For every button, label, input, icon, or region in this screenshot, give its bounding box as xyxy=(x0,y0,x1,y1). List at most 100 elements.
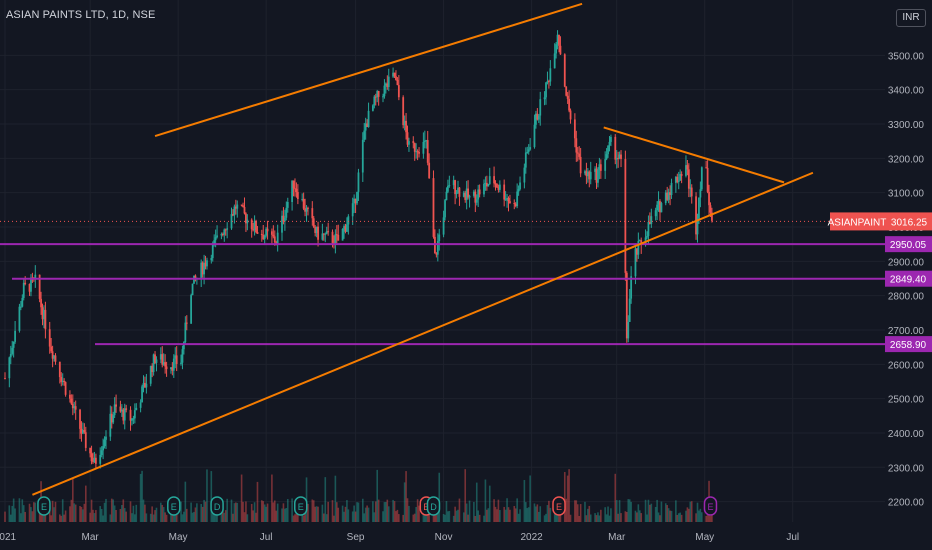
volume-bar xyxy=(31,511,34,522)
volume-bar xyxy=(396,509,399,522)
volume-bars xyxy=(4,469,713,522)
volume-bar xyxy=(646,514,648,522)
time-axis[interactable]: 2021 Mar May Jul Sep Nov 2022 Mar May Jul xyxy=(0,532,799,543)
candle-body xyxy=(630,276,633,299)
volume-bar xyxy=(415,507,417,522)
candle-body xyxy=(605,154,608,160)
trend-lines[interactable] xyxy=(32,2,814,496)
volume-bar xyxy=(134,514,136,522)
volume-bar xyxy=(558,511,560,522)
volume-bar xyxy=(50,515,52,522)
volume-bar xyxy=(286,499,289,522)
volume-bar xyxy=(284,508,286,522)
volume-bar xyxy=(93,513,96,522)
candle-body xyxy=(246,219,249,224)
volume-bar xyxy=(537,511,540,522)
volume-bar xyxy=(331,500,334,522)
candle-body xyxy=(123,408,126,421)
volume-bar xyxy=(154,510,156,522)
candle-body xyxy=(256,232,259,234)
volume-bar xyxy=(242,501,244,522)
volume-bar xyxy=(346,500,348,522)
candle-body xyxy=(488,176,491,184)
volume-bar xyxy=(422,514,425,522)
volume-bar xyxy=(539,506,542,522)
volume-bar xyxy=(624,511,627,522)
volume-bar xyxy=(488,485,491,522)
volume-bar xyxy=(141,470,143,522)
volume-bar xyxy=(315,506,318,522)
candle-body xyxy=(579,156,582,174)
candle-body xyxy=(89,447,92,454)
candle-body xyxy=(607,145,609,155)
candle-body xyxy=(135,407,138,411)
volume-bar xyxy=(584,501,586,522)
volume-bar xyxy=(620,513,622,522)
horizontal-levels[interactable]: 2950.05 2849.40 2658.90 xyxy=(0,220,932,353)
volume-bar xyxy=(292,515,295,522)
y-tick-label: 3400.00 xyxy=(888,86,925,97)
candle-body xyxy=(705,167,708,169)
x-tick-label: Jul xyxy=(260,532,273,543)
volume-bar xyxy=(578,515,580,522)
volume-bar xyxy=(607,506,609,522)
candle-body xyxy=(252,229,255,231)
volume-bar xyxy=(549,507,552,522)
volume-bar xyxy=(70,499,73,522)
volume-bar xyxy=(122,499,125,522)
candle-body xyxy=(119,406,122,412)
candle-body xyxy=(295,188,298,193)
candle-body xyxy=(99,454,102,464)
event-marker-icon xyxy=(210,496,224,516)
candle-body xyxy=(175,355,178,364)
candle-body xyxy=(664,192,667,204)
candle-body xyxy=(214,237,217,241)
volume-bar xyxy=(468,500,471,522)
volume-bar xyxy=(462,512,465,522)
candle-body xyxy=(307,207,309,209)
candle-body xyxy=(568,98,570,111)
candle-body xyxy=(594,168,596,172)
volume-bar xyxy=(546,505,549,522)
candle-body xyxy=(472,191,475,196)
candle-body xyxy=(144,382,146,388)
candle-body xyxy=(618,154,621,159)
volume-bar xyxy=(132,505,135,522)
currency-button[interactable]: INR xyxy=(896,9,926,27)
candle-body xyxy=(281,215,283,233)
volume-bar xyxy=(341,505,344,522)
candle-body xyxy=(131,418,133,421)
candle-body xyxy=(113,404,116,416)
volume-bar xyxy=(145,513,148,522)
candle-body xyxy=(566,95,569,99)
volume-bar xyxy=(220,511,223,522)
volume-bar xyxy=(139,473,142,522)
candle-body xyxy=(597,169,599,183)
candle-body xyxy=(155,359,158,363)
candle-body xyxy=(415,151,418,153)
volume-bar xyxy=(105,498,107,522)
candle-body xyxy=(84,432,87,448)
volume-bar xyxy=(660,501,663,522)
candle-body xyxy=(334,234,337,245)
candle-body xyxy=(154,354,156,363)
candle-body xyxy=(537,115,540,120)
price-axis[interactable]: 3500.003400.003300.003200.003100.003000.… xyxy=(828,51,932,509)
volume-bar xyxy=(675,500,677,522)
volume-bar xyxy=(383,502,386,522)
candle-body xyxy=(211,243,214,259)
volume-bar xyxy=(649,504,651,522)
candle-body xyxy=(203,262,205,275)
volume-bar xyxy=(201,506,204,522)
candle-body xyxy=(563,54,566,87)
candle-body xyxy=(412,141,415,144)
candle-body xyxy=(438,234,441,241)
candle-body xyxy=(578,153,581,157)
volume-bar xyxy=(193,511,195,522)
candle-body xyxy=(674,176,677,183)
candle-body xyxy=(708,191,710,206)
candle-body xyxy=(640,240,643,245)
volume-bar xyxy=(392,499,394,522)
